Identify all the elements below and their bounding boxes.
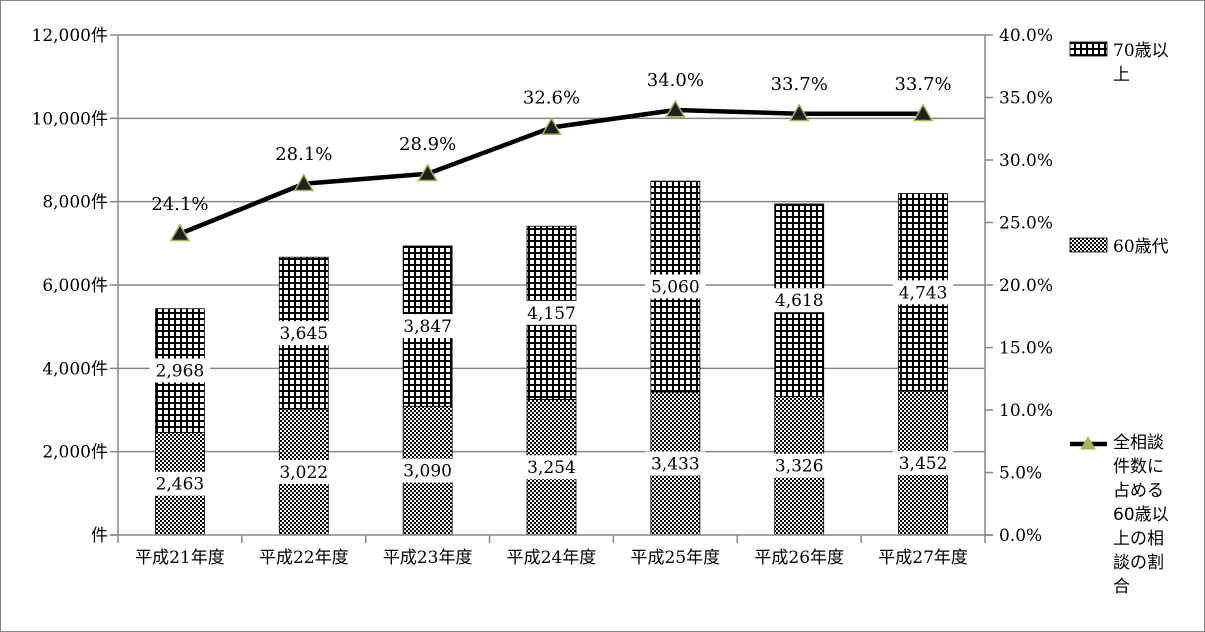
ratio-point <box>417 163 438 182</box>
bar-label-70plus: 4,157 <box>527 304 576 324</box>
y-left-tick-label: 4,000件 <box>42 359 108 379</box>
ratio-point <box>169 223 191 242</box>
bar-label-70plus-bg <box>149 358 211 383</box>
legend-label-ratio: 合 <box>1113 577 1130 597</box>
ratio-point <box>788 103 810 122</box>
y-left-tick-label: 6,000件 <box>42 276 108 296</box>
x-tick-label: 平成27年度 <box>878 548 968 568</box>
y-right-tick-label: 5.0% <box>999 464 1042 484</box>
bar-data-labels: 2,463 2,968 3,022 3,645 3,090 3,847 3,254 4,157… <box>149 274 954 496</box>
x-tick-label: 平成26年度 <box>754 548 844 568</box>
bar-label-60s: 3,433 <box>651 454 700 474</box>
ratio-label: 33.7% <box>771 74 828 95</box>
bar-label-60s-bg <box>521 455 582 480</box>
y-right-tick-label: 20.0% <box>999 276 1053 296</box>
bar-label-60s: 3,090 <box>403 462 452 482</box>
legend-label-ratio: 上の相 <box>1113 529 1164 549</box>
bar-label-70plus-bg <box>892 280 954 305</box>
bar-label-70plus-bg <box>768 288 830 313</box>
legend-label-ratio: 談の割 <box>1113 553 1164 573</box>
ratio-line: 24.1% 28.1% 28.9% 32.6% 34.0% 33.7% 33.7% <box>151 70 952 242</box>
axes: 件 2,000件 4,000件 6,000件 8,000件 10,000件 12,000件 0… <box>32 26 1054 568</box>
bar-label-60s-bg <box>397 458 458 483</box>
bar-label-70plus-bg <box>273 321 335 346</box>
x-tick-label: 平成21年度 <box>135 548 225 568</box>
legend-label-ratio: 60歳以 <box>1113 505 1169 525</box>
ratio-point <box>912 103 934 122</box>
y-left-tick-label: 件 <box>91 526 108 546</box>
bar-label-70plus: 3,645 <box>279 324 328 344</box>
y-left-tick-label: 12,000件 <box>32 26 108 46</box>
legend-label-ratio: 占める <box>1113 481 1164 501</box>
ratio-label: 28.1% <box>275 144 332 165</box>
bar-label-70plus: 3,847 <box>403 317 452 337</box>
bar-label-60s-bg <box>645 451 706 476</box>
y-left-tick-label: 10,000件 <box>32 109 108 129</box>
legend-label-70plus: 70歳以 <box>1113 41 1169 61</box>
legend-swatch-marker <box>1080 436 1096 450</box>
bar-label-70plus-bg <box>645 274 706 299</box>
bar-label-70plus-bg <box>397 314 458 339</box>
y-right-tick-label: 30.0% <box>999 151 1053 171</box>
bar-label-60s: 3,254 <box>527 458 576 478</box>
bar-label-60s-bg <box>273 460 335 485</box>
bar-label-70plus-bg <box>521 300 582 325</box>
bar-label-70plus: 4,743 <box>899 283 948 303</box>
ratio-label: 24.1% <box>151 194 208 215</box>
x-tick-label: 平成22年度 <box>259 548 349 568</box>
ratio-label: 33.7% <box>894 74 951 95</box>
bar-label-60s: 2,463 <box>156 475 205 495</box>
ratio-point <box>293 173 315 192</box>
x-tick-label: 平成25年度 <box>631 548 721 568</box>
ratio-point <box>665 99 686 118</box>
bar-label-60s: 3,452 <box>899 454 948 474</box>
bar-label-70plus: 4,618 <box>775 291 824 311</box>
y-right-tick-label: 35.0% <box>999 89 1053 109</box>
bar-label-60s-bg <box>149 471 211 496</box>
legend-swatch-60s <box>1069 237 1108 253</box>
bar-label-60s: 3,022 <box>279 463 328 483</box>
y-left-tick-label: 2,000件 <box>42 443 108 463</box>
bar-label-70plus: 2,968 <box>156 362 205 382</box>
bar-label-60s: 3,326 <box>775 457 824 477</box>
legend-label-70plus: 上 <box>1113 65 1130 85</box>
ratio-label: 28.9% <box>399 134 456 155</box>
ratio-label: 32.6% <box>523 88 580 109</box>
y-right-tick-label: 10.0% <box>999 401 1053 421</box>
legend-label-ratio: 件数に <box>1113 457 1164 477</box>
x-tick-label: 平成23年度 <box>383 548 473 568</box>
y-left-tick-label: 8,000件 <box>42 193 108 213</box>
y-right-tick-label: 15.0% <box>999 339 1053 359</box>
legend-label-60s: 60歳代 <box>1113 237 1169 257</box>
ratio-point <box>541 116 562 135</box>
bar-label-60s-bg <box>892 451 954 476</box>
y-right-tick-label: 25.0% <box>999 214 1053 234</box>
x-tick-label: 平成24年度 <box>507 548 597 568</box>
bar-label-60s-bg <box>768 453 830 478</box>
y-right-tick-label: 0.0% <box>999 526 1042 546</box>
y-right-tick-label: 40.0% <box>999 26 1053 46</box>
bar-label-70plus: 5,060 <box>651 278 700 298</box>
legend-swatch-70plus <box>1069 41 1108 57</box>
legend-label-ratio: 全相談 <box>1113 433 1164 453</box>
ratio-label: 34.0% <box>647 70 704 91</box>
